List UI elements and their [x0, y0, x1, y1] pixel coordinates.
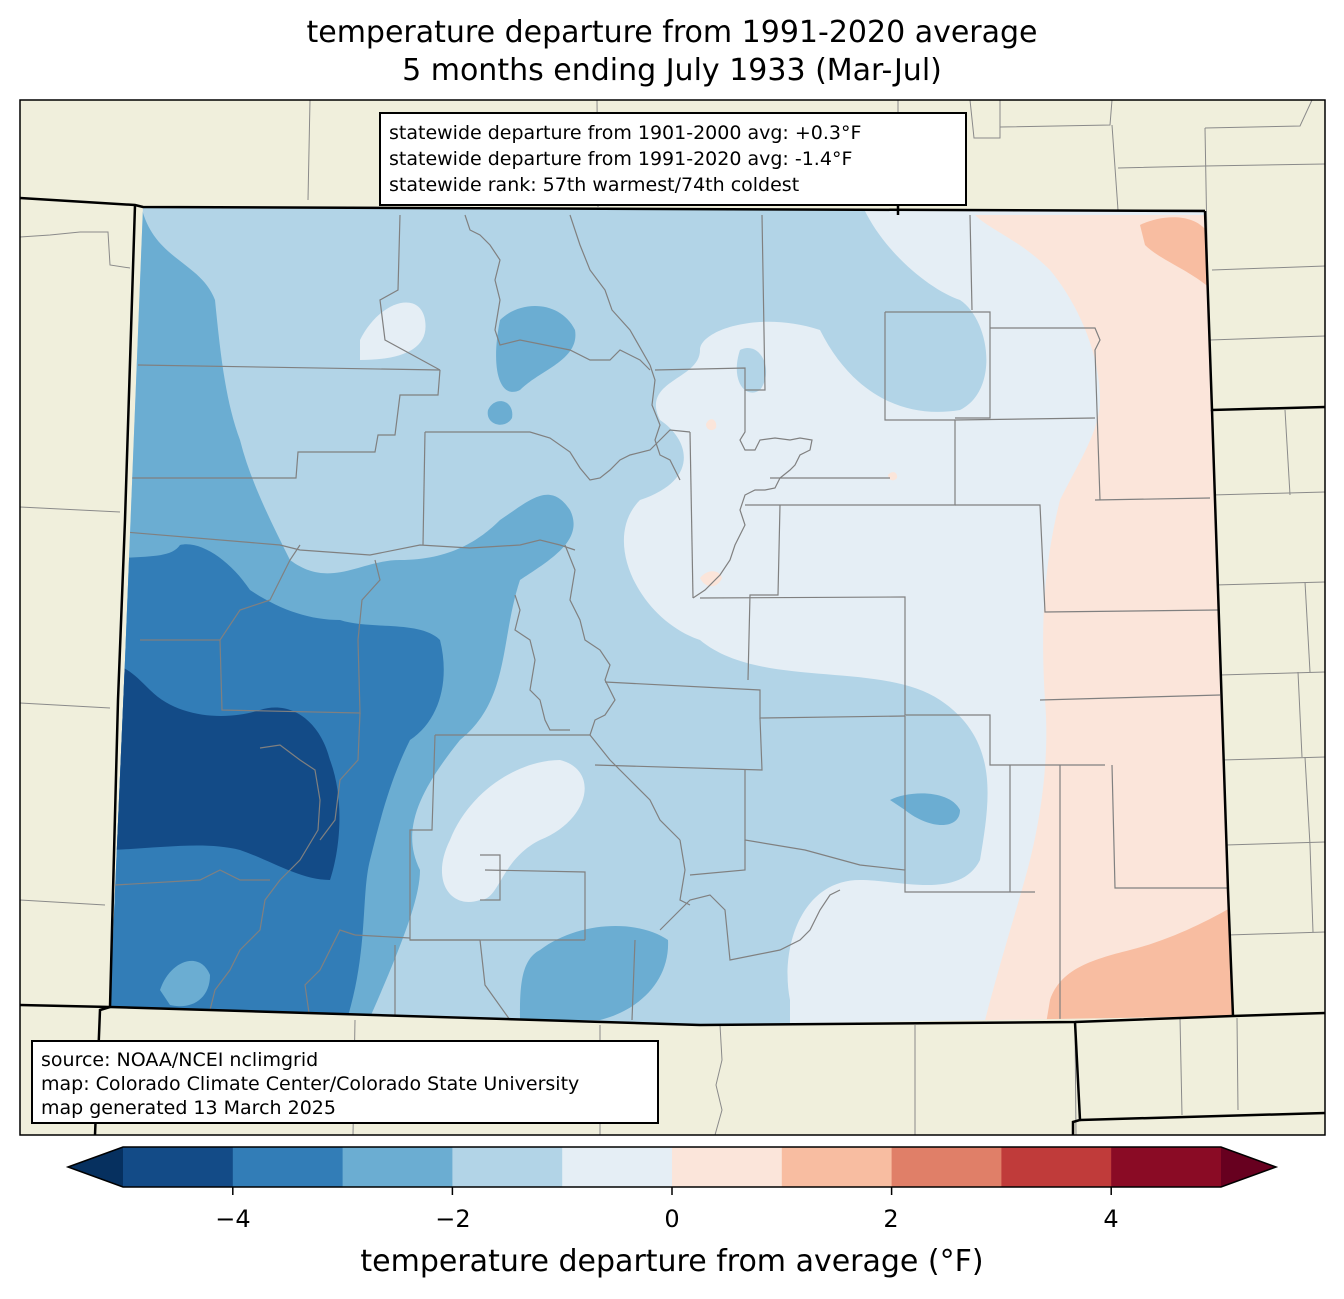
stats-rank: statewide rank: 57th warmest/74th coldes… — [389, 174, 800, 196]
map-frame — [19, 99, 1326, 1136]
statewide-stats-box: statewide departure from 1901-2000 avg: … — [379, 112, 967, 206]
colorbar-tick-label: −2 — [435, 1205, 471, 1233]
colorbar-outline — [65, 1146, 1279, 1188]
colorbar-bin — [1111, 1147, 1222, 1187]
colorbar-bin — [452, 1147, 563, 1187]
stats-departure-1991-2020: statewide departure from 1991-2020 avg: … — [389, 148, 853, 170]
colorbar-under-arrow — [68, 1147, 123, 1187]
source-box: source: NOAA/NCEI nclimgrid map: Colorad… — [31, 1040, 659, 1124]
map-title-line2: 5 months ending July 1933 (Mar-Jul) — [402, 53, 942, 88]
colorbar-bin — [123, 1147, 234, 1187]
colorbar-tick-label: 2 — [883, 1205, 899, 1233]
colorbar-bin — [781, 1147, 893, 1187]
map-title-line1: temperature departure from 1991-2020 ave… — [306, 15, 1038, 50]
state-lines — [20, 196, 1325, 1135]
colorbar-label: temperature departure from average (°F) — [360, 1244, 984, 1279]
colorbar-bin — [342, 1147, 453, 1187]
colorbar-bin — [1001, 1147, 1112, 1187]
colorbar-bin — [672, 1147, 783, 1187]
colorbar-bin — [232, 1147, 344, 1187]
colorbar-over-arrow — [1221, 1147, 1276, 1187]
colorbar-tick-label: −4 — [215, 1205, 251, 1233]
colorbar — [65, 1146, 1279, 1195]
county-lines — [114, 214, 1230, 1021]
colorbar-tick-label: 4 — [1103, 1205, 1119, 1233]
temperature-field — [110, 207, 1233, 1025]
colorbar-tick-label: 0 — [664, 1205, 680, 1233]
map-credit-line: map: Colorado Climate Center/Colorado St… — [41, 1073, 580, 1095]
map-generated-line: map generated 13 March 2025 — [41, 1097, 336, 1119]
colorbar-bin — [562, 1147, 673, 1187]
source-line: source: NOAA/NCEI nclimgrid — [41, 1049, 319, 1071]
colorbar-bin — [891, 1147, 1002, 1187]
stats-departure-1901-2000: statewide departure from 1901-2000 avg: … — [389, 122, 862, 144]
